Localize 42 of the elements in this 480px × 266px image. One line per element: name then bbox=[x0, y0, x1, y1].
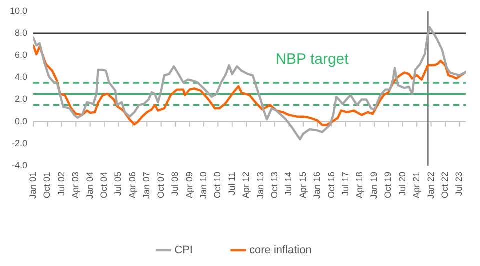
x-tick-label: Jul 14 bbox=[284, 172, 294, 196]
x-tick-label: Oct 04 bbox=[99, 172, 110, 198]
x-tick-label: Apr 03 bbox=[70, 172, 81, 199]
y-tick-label: -2.0 bbox=[12, 138, 28, 148]
x-tick-label: Oct 13 bbox=[269, 172, 280, 198]
x-tick-label: Jan 13 bbox=[255, 172, 266, 200]
x-tick-label: Apr 12 bbox=[241, 172, 252, 199]
x-tick-label: Jul 20 bbox=[397, 172, 408, 196]
x-tick-label: Jul 23 bbox=[454, 172, 464, 196]
x-tick-label: Oct 19 bbox=[383, 172, 394, 198]
x-tick-label: Jan 04 bbox=[84, 172, 95, 200]
x-tick-label: Oct 16 bbox=[326, 172, 336, 198]
x-tick-label: Apr 09 bbox=[184, 172, 194, 199]
y-tick-label: 6.0 bbox=[15, 50, 28, 60]
y-tick-label: 8.0 bbox=[15, 28, 28, 38]
x-tick-label: Apr 18 bbox=[354, 172, 365, 199]
legend-label: core inflation bbox=[249, 244, 312, 257]
y-tick-label: 4.0 bbox=[15, 72, 28, 82]
x-tick-label: Jul 08 bbox=[170, 172, 180, 196]
x-tick-label: Oct 07 bbox=[156, 172, 166, 198]
legend-label: CPI bbox=[174, 244, 193, 257]
x-tick-label: Apr 06 bbox=[127, 172, 138, 199]
y-tick-label: 2.0 bbox=[15, 94, 28, 104]
x-tick-label: Apr 15 bbox=[298, 172, 308, 199]
x-tick-label: Jan 19 bbox=[368, 172, 379, 200]
x-tick-label: Jul 17 bbox=[340, 172, 351, 196]
x-tick-label: Jan 16 bbox=[312, 172, 322, 200]
x-tick-label: Apr 21 bbox=[412, 172, 422, 199]
x-tick-label: Jan 10 bbox=[198, 172, 208, 200]
x-tick-label: Jul 02 bbox=[56, 172, 66, 196]
x-tick-label: Oct 10 bbox=[212, 172, 223, 198]
x-tick-label: Jul 05 bbox=[113, 172, 124, 196]
x-tick-label: Jan 01 bbox=[28, 172, 38, 200]
x-tick-label: Jan 22 bbox=[426, 172, 436, 200]
y-tick-label: 0.0 bbox=[15, 116, 28, 126]
x-tick-label: Jul 11 bbox=[226, 172, 237, 196]
x-tick-label: Oct 01 bbox=[42, 172, 52, 198]
y-tick-label: 10.0 bbox=[10, 6, 28, 16]
ref-line-label: NBP target bbox=[276, 50, 350, 68]
x-tick-label: Oct 22 bbox=[440, 172, 450, 198]
y-tick-label: -4.0 bbox=[12, 160, 28, 170]
x-tick-label: Jan 07 bbox=[142, 172, 152, 200]
